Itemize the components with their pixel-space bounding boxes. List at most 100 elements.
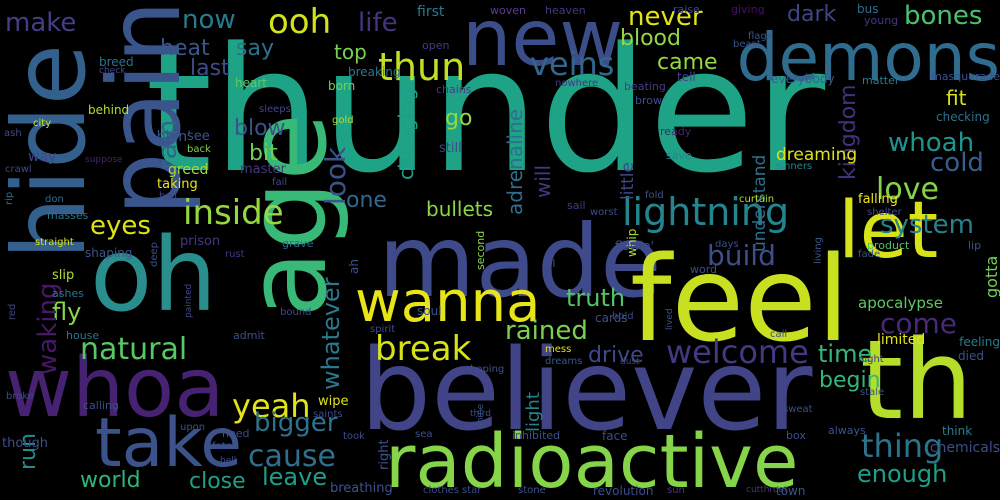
word-blow: blow (234, 116, 286, 141)
word-revolution: revolution (593, 484, 654, 498)
word-house: house (66, 329, 100, 342)
word-checking: checking (936, 110, 990, 124)
word-gotta: gotta (982, 255, 1000, 298)
word-worst: worst (590, 207, 618, 218)
word-chemicals: chemicals (929, 440, 1000, 456)
word-town: town (776, 484, 806, 498)
word-whoa: whoa (5, 341, 225, 436)
word-shaping: shaping (85, 246, 133, 260)
word-save: save (666, 149, 692, 162)
word-way: way (28, 149, 57, 165)
word-ooh: ooh (268, 2, 332, 42)
word-fail: fail (272, 177, 288, 188)
word-cause: cause (248, 439, 336, 474)
word-raise: raise (673, 3, 700, 16)
word-changing: changing (394, 87, 418, 180)
word-red: red (7, 303, 18, 320)
word-natural: natural (80, 332, 188, 367)
word-whoah: whoah (888, 128, 975, 158)
word-check: check (99, 66, 126, 76)
word-th: th (860, 316, 973, 444)
word-calling: calling (83, 399, 119, 412)
word-leave: leave (262, 463, 328, 491)
word-fly: fly (52, 298, 82, 326)
word-dreaming: dreaming (776, 145, 858, 165)
word-thun: thun (378, 45, 466, 89)
word-soul: soul (417, 304, 442, 318)
word-ashes: ashes (52, 287, 84, 300)
word-sinners: sinners (776, 161, 813, 172)
word-face: face (602, 429, 628, 443)
word-hell: hell (220, 456, 237, 466)
word-night: night (858, 354, 884, 365)
word-wanna: wanna (355, 270, 541, 335)
word-box: box (786, 429, 806, 442)
word-sleeps: sleeps (259, 104, 291, 115)
word-sweat: sweat (783, 404, 813, 415)
word-last: last (190, 56, 230, 81)
word-lip: lip (968, 239, 982, 252)
word-falling: falling (858, 192, 898, 207)
word-deep: deep (149, 242, 160, 267)
word-come: come (880, 307, 958, 340)
word-grave: grave (282, 237, 314, 250)
word-came: came (657, 50, 718, 75)
word-lived: lived (665, 308, 675, 330)
word-close: close (189, 469, 246, 494)
word-ready: ready (660, 125, 692, 138)
word-break: break (375, 329, 472, 369)
word-wipe: wipe (318, 394, 349, 409)
word-second: second (474, 230, 487, 270)
word-woven: woven (490, 4, 526, 17)
word-tell: tell (677, 70, 696, 84)
word-dust: dust (620, 357, 640, 367)
word-sun: sun (667, 485, 685, 496)
word-product: product (867, 239, 910, 252)
word-breathing: breathing (330, 481, 393, 496)
word-call: call (770, 329, 788, 340)
word-heat: heat (160, 36, 210, 61)
word-curtain: curtain (739, 194, 775, 205)
word-apocalypse: apocalypse (858, 294, 943, 312)
word-greed: greed (168, 162, 209, 178)
word-young: young (864, 14, 899, 27)
word-think: think (942, 424, 973, 438)
word-gold: gold (332, 115, 354, 126)
word-chains: chains (436, 83, 472, 96)
word-blood: blood (620, 26, 681, 51)
word-love: love (876, 172, 939, 207)
word-rip: rip (4, 191, 15, 205)
word-rust: rust (225, 249, 245, 260)
word-life: life (358, 8, 398, 38)
word-yeah: yeah (232, 387, 311, 425)
word-straight: straight (35, 237, 74, 248)
word-living: living (813, 237, 824, 264)
word-stone: stone (518, 485, 546, 496)
word-eyes: eyes (90, 211, 151, 241)
word-still: still (439, 141, 462, 156)
word-days: days (715, 239, 739, 250)
word-take: take (95, 404, 243, 483)
word-fit: fit (946, 86, 967, 110)
word-system: system (880, 210, 974, 240)
word-spirit: spirit (370, 324, 396, 335)
word-world: world (80, 468, 141, 493)
word-saints: saints (313, 409, 343, 420)
word-fold: fold (645, 190, 664, 201)
word-flowin: flowin' (615, 239, 654, 253)
word-whatever: whatever (317, 277, 345, 390)
word-flags: flags (748, 31, 772, 42)
word-back: back (187, 144, 211, 155)
word-slip: slip (52, 268, 75, 283)
word-adrenaline: adrenaline (503, 108, 527, 215)
word-behind: behind (88, 103, 130, 117)
word-make: make (5, 8, 77, 38)
word-taking: taking (157, 177, 198, 192)
word-died: died (958, 349, 984, 363)
word-heaven: heaven (545, 4, 586, 17)
word-suppose: suppose (85, 155, 123, 165)
word-though: though (2, 436, 49, 451)
word-made: made (378, 203, 662, 320)
word-cold: cold (930, 148, 984, 178)
